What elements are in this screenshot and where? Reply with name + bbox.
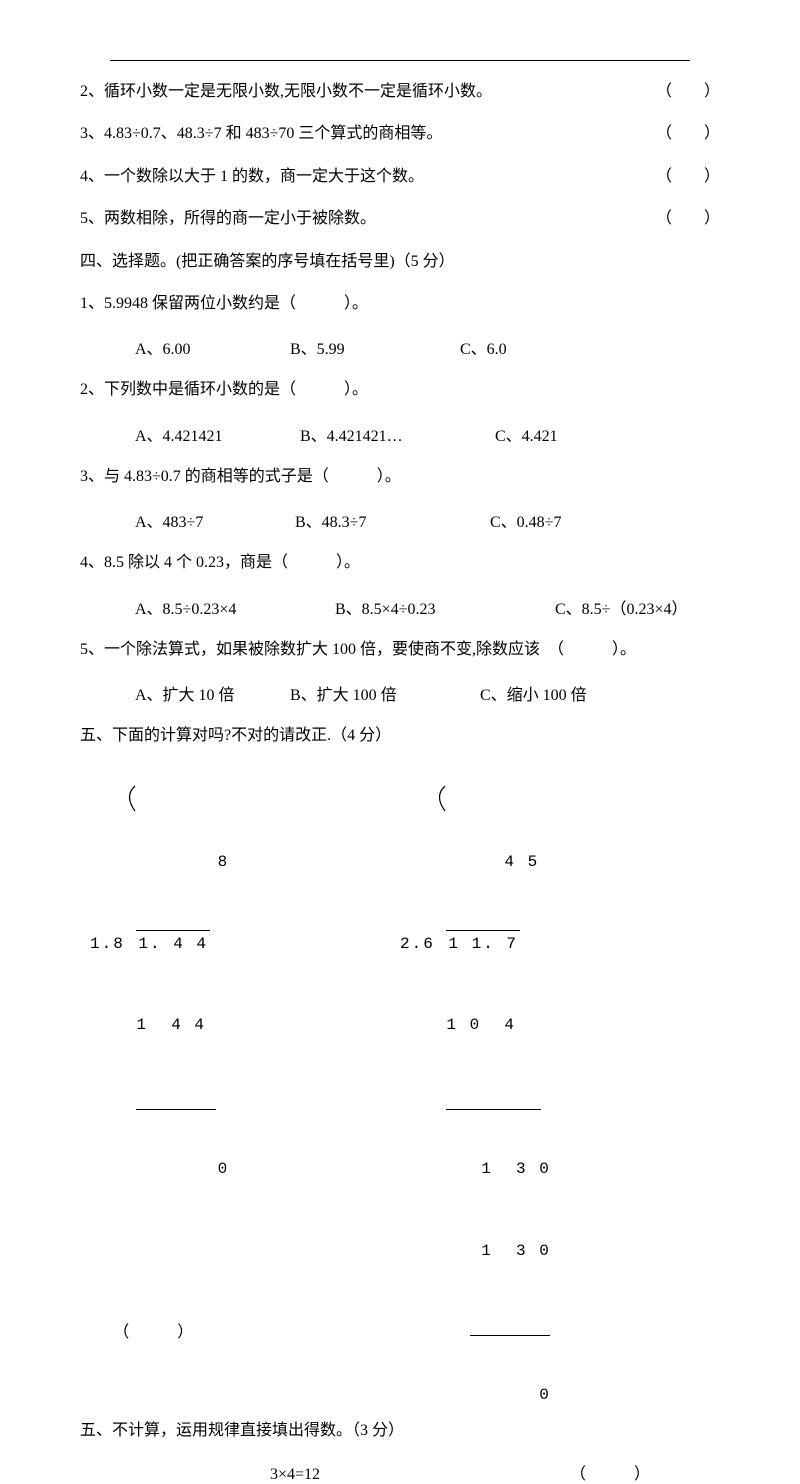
- longdiv-1: 8 1.8 1. 4 4 1 4 4 0 （ ）: [90, 767, 400, 1400]
- tf-q2: 2、循环小数一定是无限小数,无限小数不一定是循环小数。 （ ）: [80, 81, 720, 103]
- sec4-q5-C: C、缩小 100 倍: [480, 681, 587, 705]
- ld1-step1: 1 4 4: [136, 1016, 206, 1034]
- sec4-q4-opts: A、8.5÷0.23×4 B、8.5×4÷0.23 C、8.5÷（0.23×4）: [80, 595, 720, 619]
- ld1-blank: （ ）: [113, 1324, 193, 1341]
- ld1-divisor: 1.8: [90, 935, 125, 953]
- sec4-q1-A: A、6.00: [135, 335, 290, 359]
- sec5a-title: 五、下面的计算对吗?不对的请改正.（4 分）: [80, 725, 720, 747]
- ld1-quotient: 8: [218, 853, 230, 871]
- sec4-q2-stem: 2、下列数中是循环小数的是（ ）。: [80, 379, 720, 401]
- tf-q3: 3、4.83÷0.7、48.3÷7 和 483÷70 三个算式的商相等。 （ ）: [80, 123, 720, 145]
- tf-q2-blank: （ ）: [656, 81, 720, 103]
- sec4-q5-A: A、扩大 10 倍: [135, 681, 290, 705]
- sec4-q1-B: B、5.99: [290, 335, 460, 359]
- tf-q4-blank: （ ）: [656, 166, 720, 188]
- ld2-step2b: 1 3 0: [481, 1242, 551, 1260]
- longdiv-area: 8 1.8 1. 4 4 1 4 4 0 （ ） 4 5 2.6 1 1. 7: [80, 767, 720, 1464]
- sec4-q2-opts: A、4.421421 B、4.421421… C、4.421: [80, 422, 720, 446]
- sec4-q4-C: C、8.5÷（0.23×4）: [555, 595, 687, 619]
- sec4-q5-B: B、扩大 100 倍: [290, 681, 480, 705]
- sec5b-line1: 3×4=12: [80, 1466, 510, 1484]
- ld2-step2a: 1 3 0: [481, 1160, 551, 1178]
- sec4-q1-stem: 1、5.9948 保留两位小数约是（ ）。: [80, 293, 720, 315]
- tf-q4-text: 4、一个数除以大于 1 的数，商一定大于这个数。: [80, 166, 424, 188]
- sec4-q3-opts: A、483÷7 B、48.3÷7 C、0.48÷7: [80, 508, 720, 532]
- tf-q2-text: 2、循环小数一定是无限小数,无限小数不一定是循环小数。: [80, 81, 492, 103]
- tf-q4: 4、一个数除以大于 1 的数，商一定大于这个数。 （ ）: [80, 166, 720, 188]
- sec4-q2-A: A、4.421421: [135, 422, 300, 446]
- ld2-divisor: 2.6: [400, 935, 435, 953]
- sec4-q4-B: B、8.5×4÷0.23: [335, 595, 555, 619]
- sec4-q3-B: B、48.3÷7: [295, 508, 490, 532]
- ld1-rem: 0: [218, 1160, 230, 1178]
- sec4-q2-B: B、4.421421…: [300, 422, 495, 446]
- ld2-step1: 1 0 4: [446, 1016, 516, 1034]
- top-rule: [110, 60, 690, 61]
- tf-q3-text: 3、4.83÷0.7、48.3÷7 和 483÷70 三个算式的商相等。: [80, 123, 442, 145]
- tf-q5-text: 5、两数相除，所得的商一定小于被除数。: [80, 208, 376, 230]
- sec4-q2-C: C、4.421: [495, 422, 558, 446]
- sec4-q3-A: A、483÷7: [135, 508, 295, 532]
- sec4-q1-C: C、6.0: [460, 335, 507, 359]
- ld1-dividend: 1. 4 4: [136, 930, 210, 958]
- worksheet-page: 2、循环小数一定是无限小数,无限小数不一定是循环小数。 （ ） 3、4.83÷0…: [0, 0, 800, 1132]
- ld2-quotient: 4 5: [504, 853, 539, 871]
- sec4-title: 四、选择题。(把正确答案的序号填在括号里)（5 分）: [80, 251, 720, 273]
- tf-q5: 5、两数相除，所得的商一定小于被除数。 （ ）: [80, 208, 720, 230]
- tf-q3-blank: （ ）: [656, 123, 720, 145]
- sec4-q1-opts: A、6.00 B、5.99 C、6.0: [80, 335, 720, 359]
- longdiv-2: 4 5 2.6 1 1. 7 1 0 4 1 3 0 1 3 0 0: [400, 767, 700, 1464]
- sec4-q3-C: C、0.48÷7: [490, 508, 561, 532]
- ld2-rem: 0: [539, 1386, 551, 1404]
- ld2-dividend: 1 1. 7: [446, 930, 520, 958]
- sec4-q4-stem: 4、8.5 除以 4 个 0.23，商是（ ）。: [80, 552, 720, 574]
- sec4-q4-A: A、8.5÷0.23×4: [135, 595, 335, 619]
- sec4-q3-stem: 3、与 4.83÷0.7 的商相等的式子是（ ）。: [80, 466, 720, 488]
- sec4-q5-stem: 5、一个除法算式，如果被除数扩大 100 倍，要使商不变,除数应该 （ ）。: [80, 639, 720, 661]
- tf-q5-blank: （ ）: [656, 208, 720, 230]
- sec4-q5-opts: A、扩大 10 倍 B、扩大 100 倍 C、缩小 100 倍: [80, 681, 720, 705]
